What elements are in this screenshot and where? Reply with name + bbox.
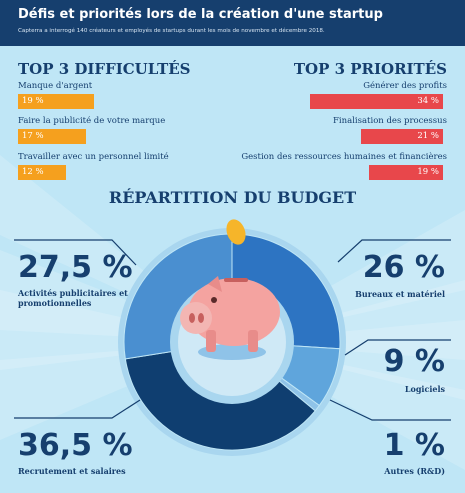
budget-value: 27,5 % <box>18 250 133 285</box>
budget-value: 1 % <box>383 428 445 463</box>
pig-ear <box>208 276 222 292</box>
piggy-bank-icon <box>188 278 280 346</box>
budget-label: Activités publicitaires et promotionnell… <box>18 288 128 308</box>
coin-icon <box>226 219 246 245</box>
difficulty-bar: 17 % <box>18 129 86 144</box>
leader-lines <box>14 239 451 421</box>
leader-line <box>14 239 137 266</box>
difficulty-bar: 12 % <box>18 165 66 180</box>
budget-label-line: promotionnelles <box>18 298 92 308</box>
priorities-title: TOP 3 PRIORITÉS <box>293 60 447 78</box>
difficulty-bar: 19 % <box>18 94 94 109</box>
pig-eye <box>211 297 217 303</box>
budget-label: Recrutement et salaires <box>18 466 126 476</box>
budget-title: RÉPARTITION DU BUDGET <box>108 188 357 207</box>
priority-label: Gestion des ressources humaines et finan… <box>241 152 447 162</box>
leader-line <box>14 399 141 419</box>
priority-bar: 21 % <box>361 129 443 144</box>
difficulty-label: Faire la publicité de votre marque <box>18 116 166 126</box>
difficulties-title: TOP 3 DIFFICULTÉS <box>18 60 191 78</box>
pig-nostril <box>189 313 195 323</box>
pig-nostril <box>198 313 204 323</box>
difficulty-label: Travailler avec un personnel limité <box>18 152 169 162</box>
pig-snout <box>180 302 212 334</box>
background-ray <box>0 290 232 370</box>
budget-label: Logiciels <box>404 384 445 394</box>
header-bar: Défis et priorités lors de la création d… <box>0 0 465 46</box>
budget-label: Bureaux et matériel <box>355 289 445 299</box>
priority-bar: 19 % <box>368 165 443 180</box>
difficulty-label: Manque d'argent <box>18 81 93 91</box>
budget-label-line: Activités publicitaires et <box>18 288 128 298</box>
budget-value: 9 % <box>383 344 445 379</box>
leader-line <box>337 239 451 263</box>
page-subtitle: Capterra a interrogé 140 créateurs et em… <box>18 28 325 34</box>
pig-leg <box>248 330 258 352</box>
priority-label: Finalisation des processus <box>333 116 447 126</box>
leader-line <box>329 399 451 421</box>
page-title: Défis et priorités lors de la création d… <box>18 7 383 22</box>
priority-label: Générer des profits <box>363 81 447 91</box>
budget-value: 36,5 % <box>18 428 133 463</box>
pig-center <box>170 219 294 404</box>
coin-slot <box>224 278 248 282</box>
leader-line <box>344 339 451 356</box>
priority-bar: 34 % <box>310 94 443 109</box>
budget-value: 26 % <box>362 250 445 285</box>
budget-label: Autres (R&D) <box>384 466 445 476</box>
pig-leg <box>206 330 216 352</box>
